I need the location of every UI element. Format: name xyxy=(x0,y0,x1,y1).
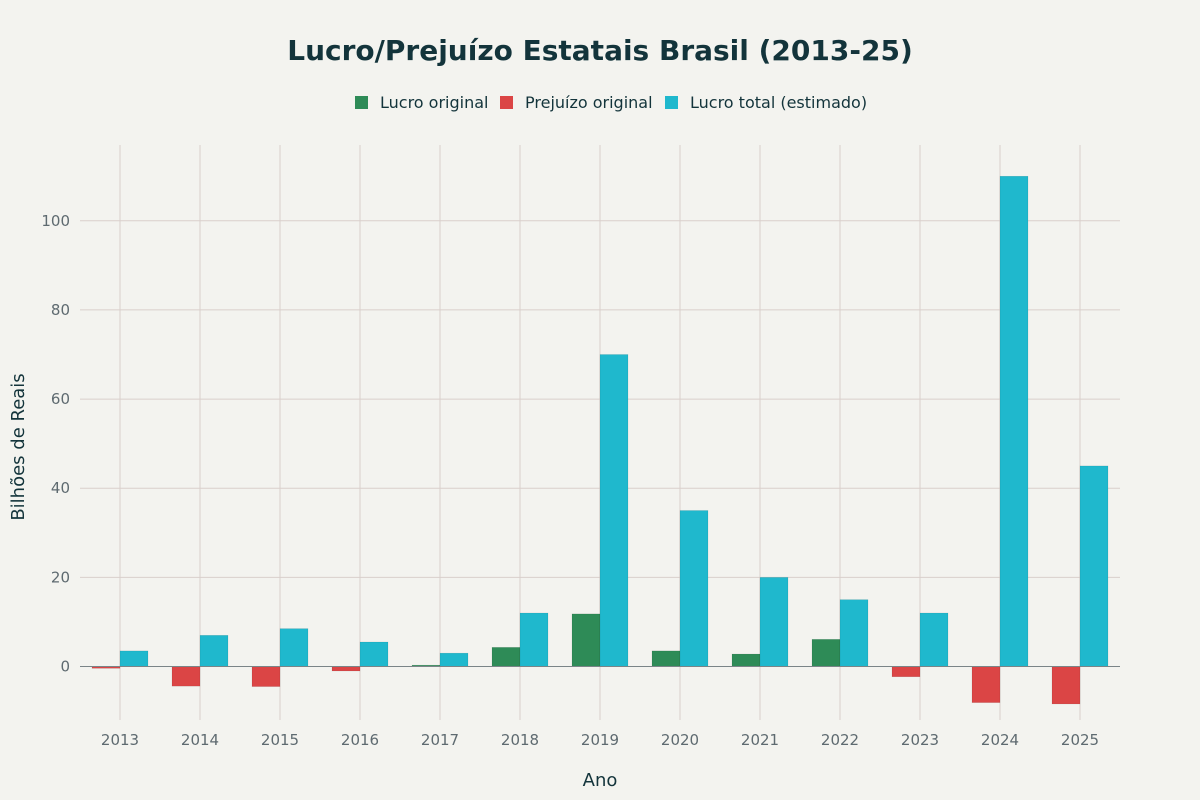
bar-preju-zo-original-2016 xyxy=(331,666,361,672)
bar-lucro-total-estimado--2013 xyxy=(119,650,149,667)
x-axis-ticks: 2013 2014 2015 2016 2017 2018 2019 2020 2021 2022… xyxy=(101,731,1099,749)
x-tick-label: 2013 xyxy=(101,731,139,749)
bar-lucro-total-estimado--2020 xyxy=(679,510,709,667)
bar-lucro-total-estimado--2015 xyxy=(279,628,309,667)
y-tick-label: 80 xyxy=(51,301,70,319)
x-tick-label: 2015 xyxy=(261,731,299,749)
x-tick-label: 2018 xyxy=(501,731,539,749)
x-tick-label: 2023 xyxy=(901,731,939,749)
bar-preju-zo-original-2014 xyxy=(171,666,201,687)
bar-lucro-original-2021 xyxy=(731,653,761,667)
bar-lucro-total-estimado--2024 xyxy=(999,175,1029,667)
bar-lucro-total-estimado--2017 xyxy=(439,652,469,667)
legend: Lucro original Prejuízo original Lucro tot… xyxy=(355,93,867,112)
bar-lucro-original-2018 xyxy=(491,647,521,667)
bar-preju-zo-original-2024 xyxy=(971,666,1001,703)
x-tick-label: 2022 xyxy=(821,731,859,749)
bar-preju-zo-original-2015 xyxy=(251,666,281,687)
bar-lucro-original-2022 xyxy=(811,639,841,667)
y-axis-ticks: 0 20 40 60 80 100 xyxy=(41,212,70,676)
bar-lucro-total-estimado--2019 xyxy=(599,354,629,667)
x-tick-label: 2021 xyxy=(741,731,779,749)
chart-title: Lucro/Prejuízo Estatais Brasil (2013-25) xyxy=(287,34,913,67)
legend-label: Lucro total (estimado) xyxy=(690,93,867,112)
x-tick-label: 2019 xyxy=(581,731,619,749)
bar-preju-zo-original-2023 xyxy=(891,666,921,678)
x-tick-label: 2024 xyxy=(981,731,1019,749)
bar-lucro-total-estimado--2021 xyxy=(759,577,789,667)
y-tick-label: 40 xyxy=(51,479,70,497)
legend-label: Prejuízo original xyxy=(525,93,653,112)
x-axis-title: Ano xyxy=(583,770,618,791)
bar-lucro-total-estimado--2023 xyxy=(919,612,949,667)
legend-label: Lucro original xyxy=(380,93,488,112)
y-tick-label: 60 xyxy=(51,390,70,408)
x-tick-label: 2016 xyxy=(341,731,379,749)
y-axis-title: Bilhões de Reais xyxy=(8,373,29,520)
legend-swatch xyxy=(665,96,678,109)
y-tick-label: 0 xyxy=(60,658,70,676)
bar-lucro-total-estimado--2022 xyxy=(839,599,869,667)
bar-preju-zo-original-2025 xyxy=(1051,666,1081,705)
bars xyxy=(91,175,1109,705)
x-tick-label: 2014 xyxy=(181,731,219,749)
bar-lucro-total-estimado--2025 xyxy=(1079,465,1109,667)
bar-lucro-original-2020 xyxy=(651,650,681,667)
x-tick-label: 2020 xyxy=(661,731,699,749)
bar-lucro-total-estimado--2016 xyxy=(359,641,389,667)
legend-swatch xyxy=(355,96,368,109)
bar-lucro-total-estimado--2018 xyxy=(519,612,549,667)
bar-lucro-original-2019 xyxy=(571,613,601,667)
bar-lucro-total-estimado--2014 xyxy=(199,635,229,667)
y-tick-label: 20 xyxy=(51,568,70,586)
y-tick-label: 100 xyxy=(41,212,70,230)
legend-swatch xyxy=(500,96,513,109)
x-tick-label: 2017 xyxy=(421,731,459,749)
x-tick-label: 2025 xyxy=(1061,731,1099,749)
